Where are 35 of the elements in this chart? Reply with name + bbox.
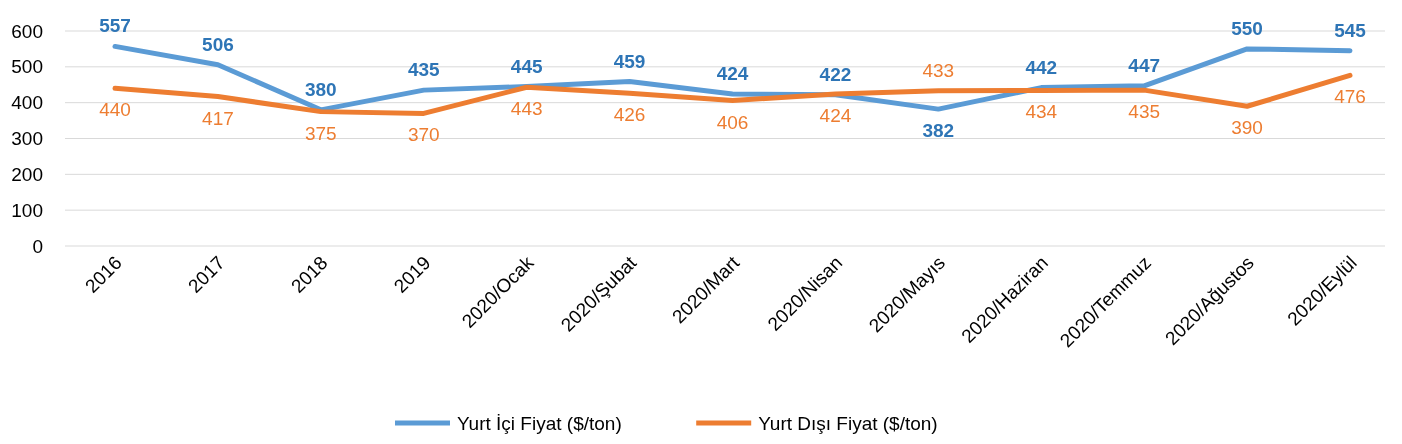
data-label: 406 xyxy=(716,111,749,133)
data-label: 443 xyxy=(510,98,543,120)
data-label: 442 xyxy=(1025,56,1058,78)
data-label: 545 xyxy=(1334,19,1367,41)
y-tick-label: 0 xyxy=(32,235,43,257)
y-tick-label: 100 xyxy=(11,199,43,221)
data-label: 417 xyxy=(202,107,234,129)
y-tick-label: 500 xyxy=(11,56,43,78)
data-label: 433 xyxy=(922,59,955,81)
data-label: 557 xyxy=(99,15,131,37)
data-label: 370 xyxy=(407,124,440,146)
data-label: 476 xyxy=(1334,86,1366,108)
y-tick-label: 200 xyxy=(11,163,43,185)
data-label: 506 xyxy=(202,33,234,55)
legend-label: Yurt İçi Fiyat ($/ton) xyxy=(457,412,622,434)
y-tick-label: 600 xyxy=(11,20,43,42)
data-label: 424 xyxy=(819,105,852,127)
data-label: 422 xyxy=(819,63,852,85)
data-label: 445 xyxy=(510,55,543,77)
y-tick-label: 300 xyxy=(11,128,43,150)
data-label: 447 xyxy=(1128,54,1161,76)
data-label: 390 xyxy=(1231,117,1263,139)
data-label: 424 xyxy=(716,63,749,85)
y-tick-label: 400 xyxy=(11,92,43,114)
data-label: 440 xyxy=(99,99,131,121)
data-label: 459 xyxy=(613,50,646,72)
legend-label: Yurt Dışı Fiyat ($/ton) xyxy=(758,412,938,434)
data-label: 434 xyxy=(1025,101,1058,123)
data-label: 435 xyxy=(1128,101,1161,123)
data-label: 382 xyxy=(922,120,955,142)
data-label: 435 xyxy=(407,59,441,81)
data-label: 550 xyxy=(1231,17,1263,39)
data-label: 426 xyxy=(613,104,646,126)
data-label: 375 xyxy=(304,122,337,144)
data-label: 380 xyxy=(304,78,337,100)
